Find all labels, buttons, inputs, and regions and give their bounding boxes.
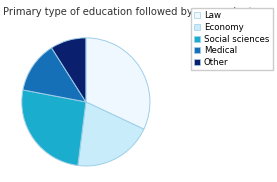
Wedge shape (52, 38, 86, 102)
Wedge shape (23, 48, 86, 102)
Wedge shape (78, 102, 144, 166)
Legend: Law, Economy, Social sciences, Medical, Other: Law, Economy, Social sciences, Medical, … (191, 8, 273, 70)
Wedge shape (86, 38, 150, 129)
Text: Primary type of education followed by respondent: Primary type of education followed by re… (3, 7, 252, 17)
Wedge shape (22, 90, 86, 165)
